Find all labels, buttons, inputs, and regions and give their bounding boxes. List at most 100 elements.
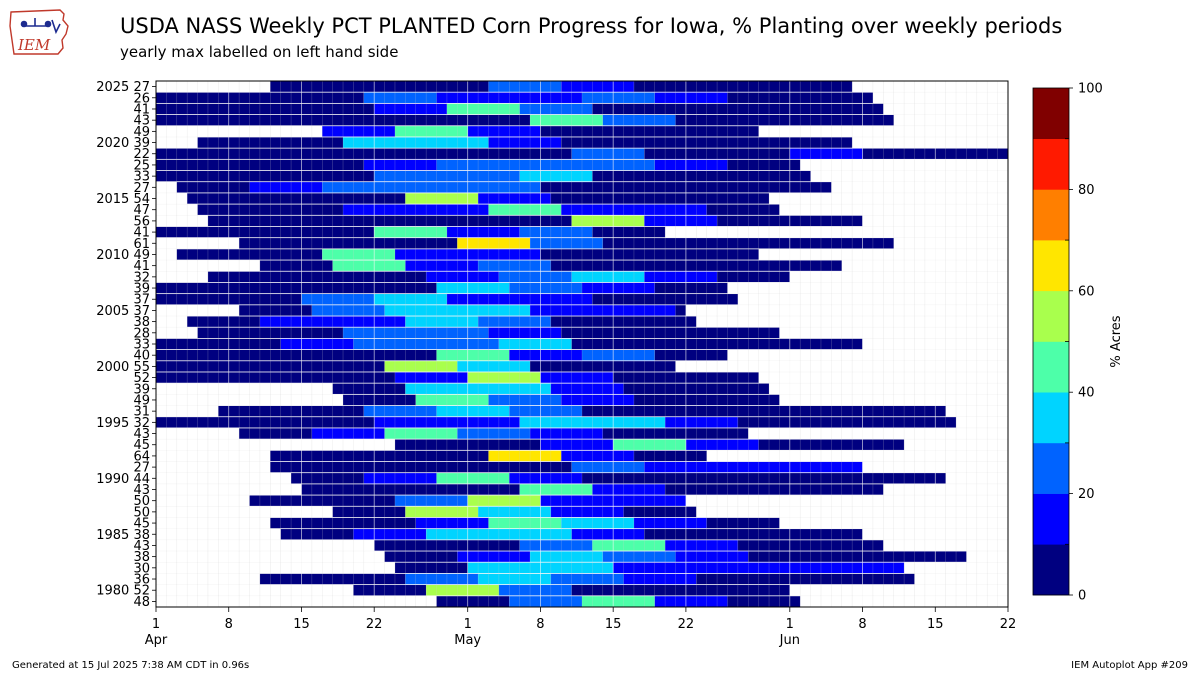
colorbar: 0 20 40 60 80 100 % Acres [1032,82,1124,604]
planting-bar-segment [394,495,468,506]
x-tick-label: 15 [293,617,310,632]
planting-bar-segment [156,226,375,238]
x-tick-label: 22 [366,617,383,632]
planting-bar-segment [270,461,572,473]
planting-bar-segment [415,394,489,406]
planting-bar-segment [540,439,614,450]
planting-bar-segment [311,428,385,439]
colorbar-tick-label: 40 [1078,386,1095,401]
planting-bar-segment [446,226,520,238]
colorbar-tick-label: 20 [1078,487,1095,502]
planting-bar-segment [426,271,499,283]
colorbar-swatch [1033,138,1069,190]
colorbar-swatch [1033,442,1069,494]
x-tick-label: 8 [536,617,544,632]
planting-bar-segment [685,439,759,450]
y-tick-label: 43 [133,539,150,554]
y-tick-label: 52 [133,371,150,386]
planting-bar-segment [550,383,624,394]
planting-bar-segment [270,450,489,462]
planting-bar-segment [394,126,468,137]
y-tick-label: 27 [133,181,150,196]
planting-bar-segment [467,126,541,137]
planting-bar-segment [706,204,780,215]
colorbar-swatch [1033,290,1069,342]
planting-bar-segment [571,215,645,227]
planting-bar-segment [561,81,634,92]
y-tick-label: 39 [133,382,150,397]
planting-bar-segment [270,81,489,92]
planting-bar-segment [550,573,624,585]
planting-bar-segment [394,372,468,383]
planting-bar-segment [259,260,333,271]
planting-bar-segment [353,585,427,596]
y-tick-label: 43 [133,427,150,442]
planting-bar-segment [239,428,312,439]
planting-bar-segment [561,394,634,406]
planting-bar-segment [613,439,686,450]
x-month-label: Jun [779,633,800,648]
planting-bar-segment [488,327,562,338]
planting-bar-segment [675,114,894,126]
y-tick-label: 1990 44 [96,472,150,487]
planting-bar-segment [644,215,718,227]
planting-bar-segment [498,585,572,596]
planting-bar-segment [654,596,728,607]
planting-bar-segment [727,159,801,171]
planting-bar-segment [322,126,395,137]
planting-bar-segment [592,540,666,551]
planting-bar-segment [363,92,437,103]
planting-bar-segment [592,417,666,428]
y-tick-label: 1995 32 [96,416,150,431]
planting-bar-segment [550,193,770,204]
planting-bar-segment [675,551,749,562]
x-tick-label: 15 [605,617,622,632]
x-tick-label: 8 [858,617,866,632]
planting-bar-segment [665,540,738,551]
planting-bar-segment [519,540,593,551]
planting-bar-segment [363,473,437,484]
planting-bar-segment [457,238,531,249]
x-tick-label: 22 [678,617,695,632]
planting-bar-segment [280,338,354,350]
planting-bar-segment [665,417,738,428]
planting-bar-segment [530,428,603,439]
planting-bar-segment [384,551,458,562]
planting-bar-segment [571,585,790,596]
planting-bar-segment [311,305,385,316]
colorbar-tick-label: 0 [1078,589,1086,604]
planting-bar-segment [332,383,406,394]
y-tick-label: 41 [133,259,150,274]
y-tick-label: 64 [133,449,150,464]
planting-bar-segment [363,405,437,417]
generated-timestamp: Generated at 15 Jul 2025 7:38 AM CDT in … [12,660,250,671]
colorbar-swatch [1033,240,1069,292]
y-tick-label: 33 [133,170,150,185]
y-tick-label: 41 [133,226,150,241]
planting-bar-segment [727,596,801,607]
planting-bar-segment [478,260,551,271]
planting-bar-segment [488,81,562,92]
planting-bar-segment [737,417,957,428]
planting-bar-segment [457,361,531,372]
planting-bar-segment [633,81,853,92]
planting-bar-segment [239,238,458,249]
chart-subtitle: yearly max labelled on left hand side [120,43,399,61]
colorbar-swatch [1033,544,1069,596]
planting-bar-segment [384,428,458,439]
y-tick-label: 45 [133,438,150,453]
colorbar-swatch [1033,493,1069,545]
planting-bar-segment [374,103,447,115]
y-tick-label: 2005 37 [96,304,150,319]
planting-bar-segment [405,193,479,204]
logo-text: IEM [17,36,51,54]
y-tick-label: 49 [133,125,150,140]
planting-bar-segment [488,137,562,148]
y-tick-label: 56 [133,214,150,229]
grid-lines [155,80,1009,607]
planting-bar-segment [592,226,666,238]
planting-bar-segment [530,238,603,249]
planting-bar-segment [374,294,447,305]
y-tick-label: 50 [133,494,150,509]
